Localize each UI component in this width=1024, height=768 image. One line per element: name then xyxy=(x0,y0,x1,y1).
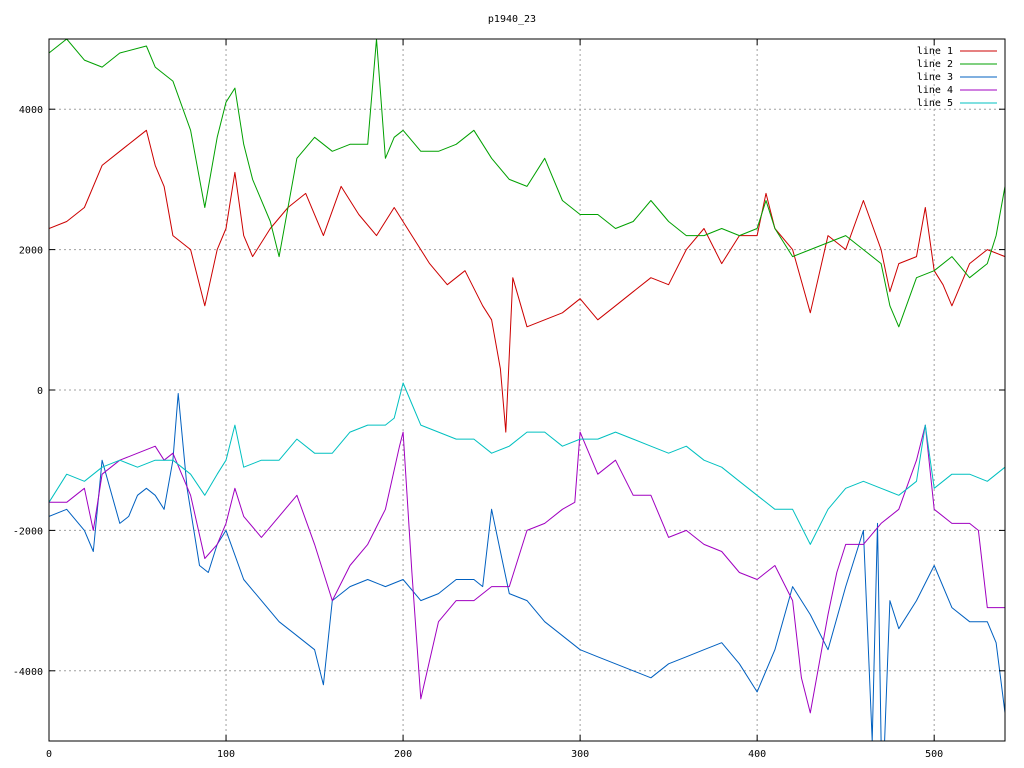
series-line-4 xyxy=(49,424,1005,714)
legend-label-5: line 5 xyxy=(917,98,953,109)
y-tick-label: 2000 xyxy=(19,246,43,257)
y-tick-label: -4000 xyxy=(13,667,43,678)
y-tick-label: 4000 xyxy=(19,105,43,116)
legend-label-1: line 1 xyxy=(917,46,953,57)
x-tick-label: 300 xyxy=(571,749,589,760)
x-tick-label: 400 xyxy=(748,749,766,760)
series-line-3 xyxy=(49,393,1005,741)
series-line-1 xyxy=(49,129,1005,433)
series-lines xyxy=(49,39,1005,741)
legend: line 1 line 2 line 3 line 4 line 5 xyxy=(917,46,997,109)
chart-title: p1940_23 xyxy=(488,14,536,25)
grid-lines xyxy=(49,39,1005,741)
legend-label-3: line 3 xyxy=(917,72,953,83)
x-tick-label: 100 xyxy=(217,749,235,760)
legend-label-2: line 2 xyxy=(917,59,953,70)
plot-frame xyxy=(48,38,1006,742)
y-tick-label: 0 xyxy=(37,386,43,397)
x-tick-label: 0 xyxy=(46,749,52,760)
x-tick-label: 200 xyxy=(394,749,412,760)
series-line-5 xyxy=(49,382,1005,545)
legend-label-4: line 4 xyxy=(917,85,953,96)
axis-ticks: 0 100 200 300 400 500 -4000 -2000 0 2000 4000 xyxy=(13,39,1005,760)
y-tick-label: -2000 xyxy=(13,526,43,537)
x-tick-label: 500 xyxy=(925,749,943,760)
series-line-2 xyxy=(49,39,1005,328)
